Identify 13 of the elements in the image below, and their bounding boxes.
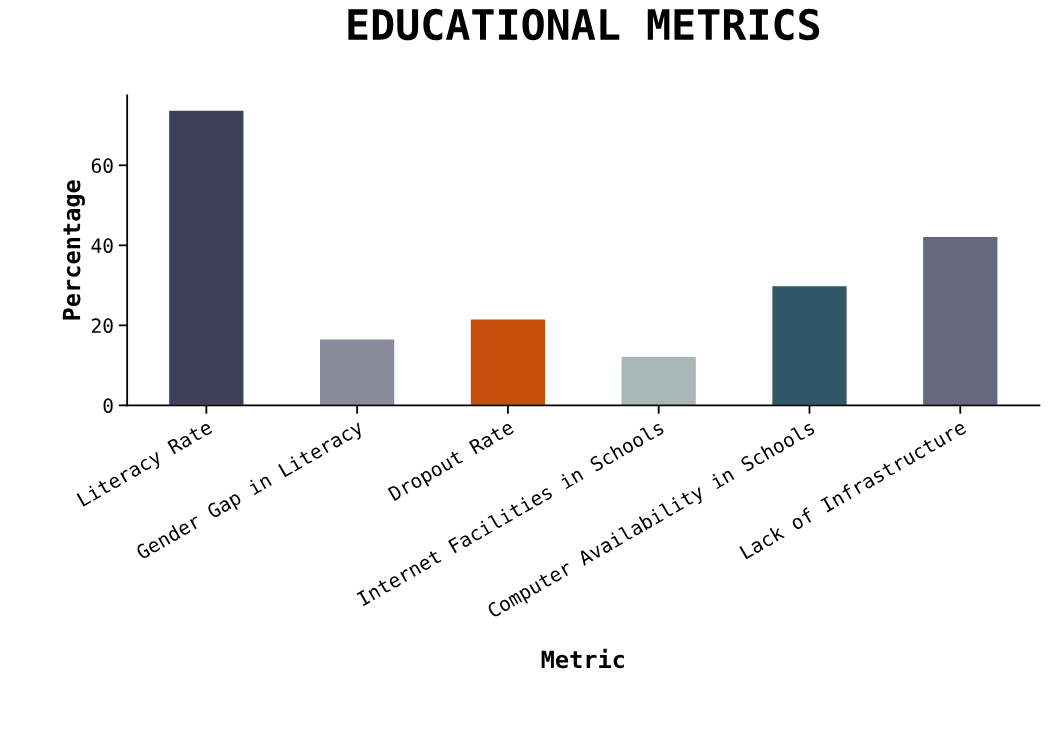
bar xyxy=(318,338,396,406)
y-tick-label: 20 xyxy=(92,318,113,334)
bar xyxy=(922,235,999,406)
bar xyxy=(469,318,547,406)
x-axis-title: Metric xyxy=(541,648,624,669)
y-tick-label: 40 xyxy=(91,238,113,254)
y-axis-title: Percentage xyxy=(62,180,85,320)
y-tick-label: 60 xyxy=(91,158,113,174)
y-tick-label: 0 xyxy=(103,398,113,414)
bar xyxy=(168,109,245,406)
chart-title: EDUCATIONAL METRICS xyxy=(348,8,820,41)
bar xyxy=(771,285,848,406)
bar xyxy=(620,355,697,406)
